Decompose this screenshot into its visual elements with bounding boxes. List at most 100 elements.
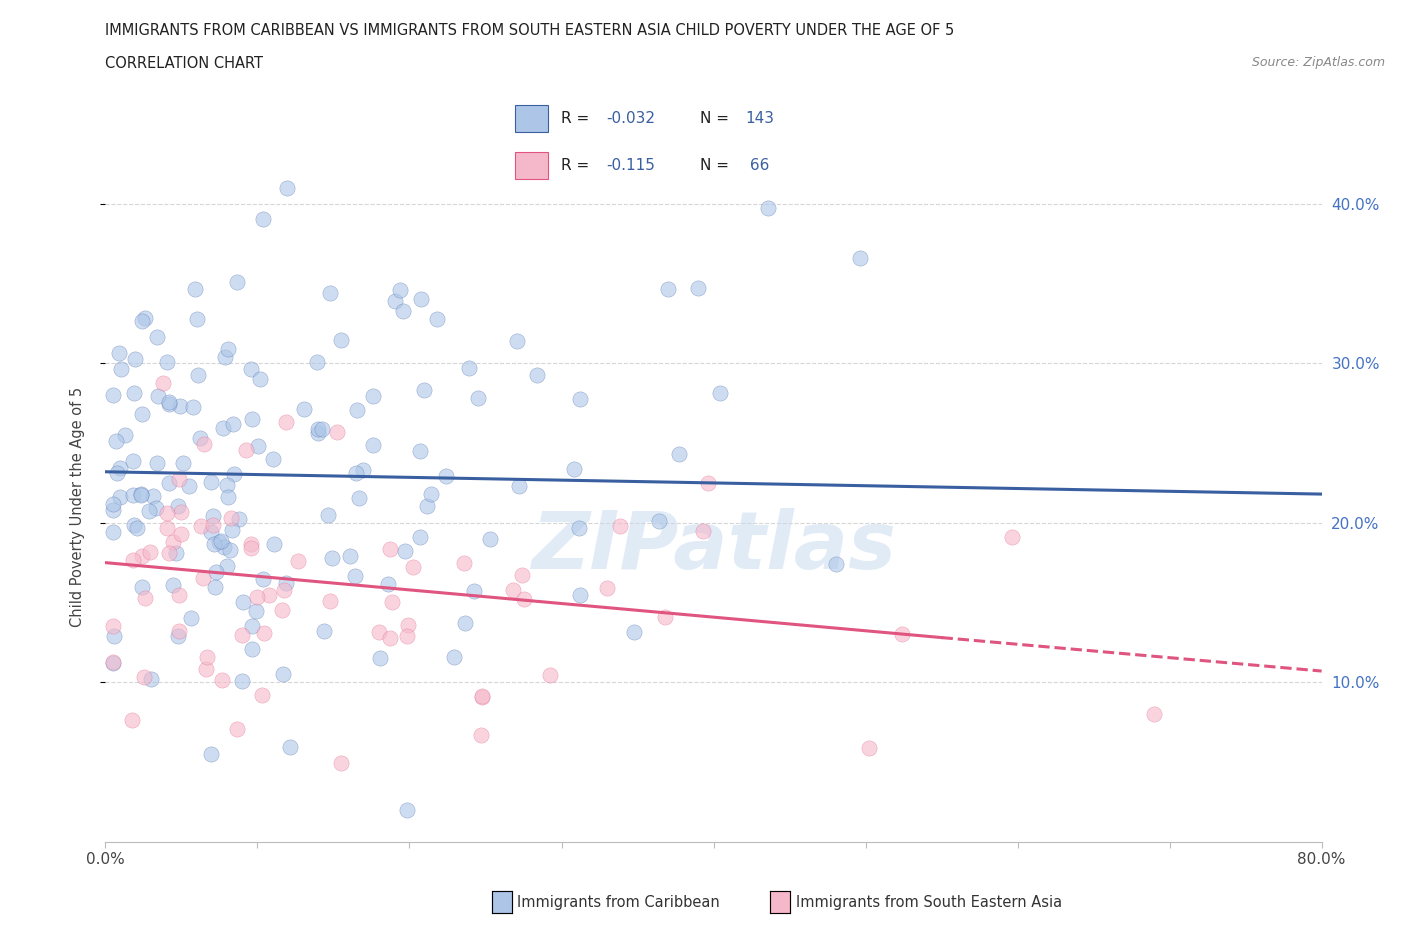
Point [101,525,124,539]
Point [245,589,267,604]
Point [169,399,191,414]
Bar [515,105,547,132]
Point [319,286,342,300]
Point [101,618,124,633]
Point [225,722,247,737]
Point [157,397,180,412]
Point [167,588,190,603]
Point [114,427,136,442]
Point [396,629,419,644]
Point [204,580,226,595]
Point [177,478,200,493]
Point [259,587,281,602]
Point [307,354,329,369]
Point [346,403,368,418]
Point [190,518,212,533]
Point [122,385,145,400]
Point [453,555,475,570]
Point [245,604,267,618]
Y-axis label: Child Poverty Under the Age of 5: Child Poverty Under the Age of 5 [70,387,84,627]
Point [434,469,457,484]
Point [287,553,309,568]
Point [252,572,274,587]
Text: -0.115: -0.115 [606,158,655,173]
Point [157,394,180,409]
Point [142,489,165,504]
Point [339,549,361,564]
Point [454,616,477,631]
Point [134,311,156,325]
Point [824,557,846,572]
Point [101,496,124,511]
Point [170,526,193,541]
Point [413,382,436,397]
Point [131,579,153,594]
Point [121,454,143,469]
Point [502,582,524,597]
Point [197,649,219,664]
Point [395,803,418,817]
Point [129,486,152,501]
Point [368,625,391,640]
Point [195,661,218,676]
Point [280,739,302,754]
Point [346,466,368,481]
Point [139,671,162,686]
Point [180,610,202,625]
Point [458,361,481,376]
Point [1000,530,1022,545]
Point [692,524,714,538]
Point [510,567,533,582]
Point [209,534,232,549]
Text: 66: 66 [745,158,769,173]
Point [668,446,690,461]
Point [219,511,242,525]
Point [623,624,645,639]
Point [188,431,211,445]
Point [202,509,225,524]
Text: Immigrants from South Eastern Asia: Immigrants from South Eastern Asia [796,895,1062,910]
Point [131,313,153,328]
Point [249,371,271,386]
Point [292,402,315,417]
Point [426,312,449,326]
Text: N =: N = [700,158,734,173]
Point [508,479,530,494]
Point [378,541,401,556]
Point [568,521,591,536]
Point [443,650,465,665]
Point [222,466,245,481]
Point [101,503,124,518]
Point [157,545,180,560]
Point [697,476,720,491]
Point [215,478,238,493]
Point [103,629,125,644]
Point [184,281,207,296]
Point [470,689,492,704]
Point [253,626,276,641]
Point [186,368,208,383]
Point [202,517,225,532]
Point [217,341,239,356]
Text: R =: R = [561,158,599,173]
Point [470,727,492,742]
Point [212,421,235,436]
Point [101,656,124,671]
Point [124,352,146,366]
Point [349,491,371,506]
Point [318,594,340,609]
Point [596,580,619,595]
Point [562,461,585,476]
Text: -0.032: -0.032 [606,111,655,126]
Point [377,577,399,591]
Point [263,537,285,551]
Point [200,474,222,489]
Point [217,559,239,574]
Point [381,594,404,609]
Point [239,541,262,556]
Point [321,551,343,565]
Point [538,668,561,683]
Point [186,312,208,327]
Point [368,650,391,665]
Point [307,422,329,437]
